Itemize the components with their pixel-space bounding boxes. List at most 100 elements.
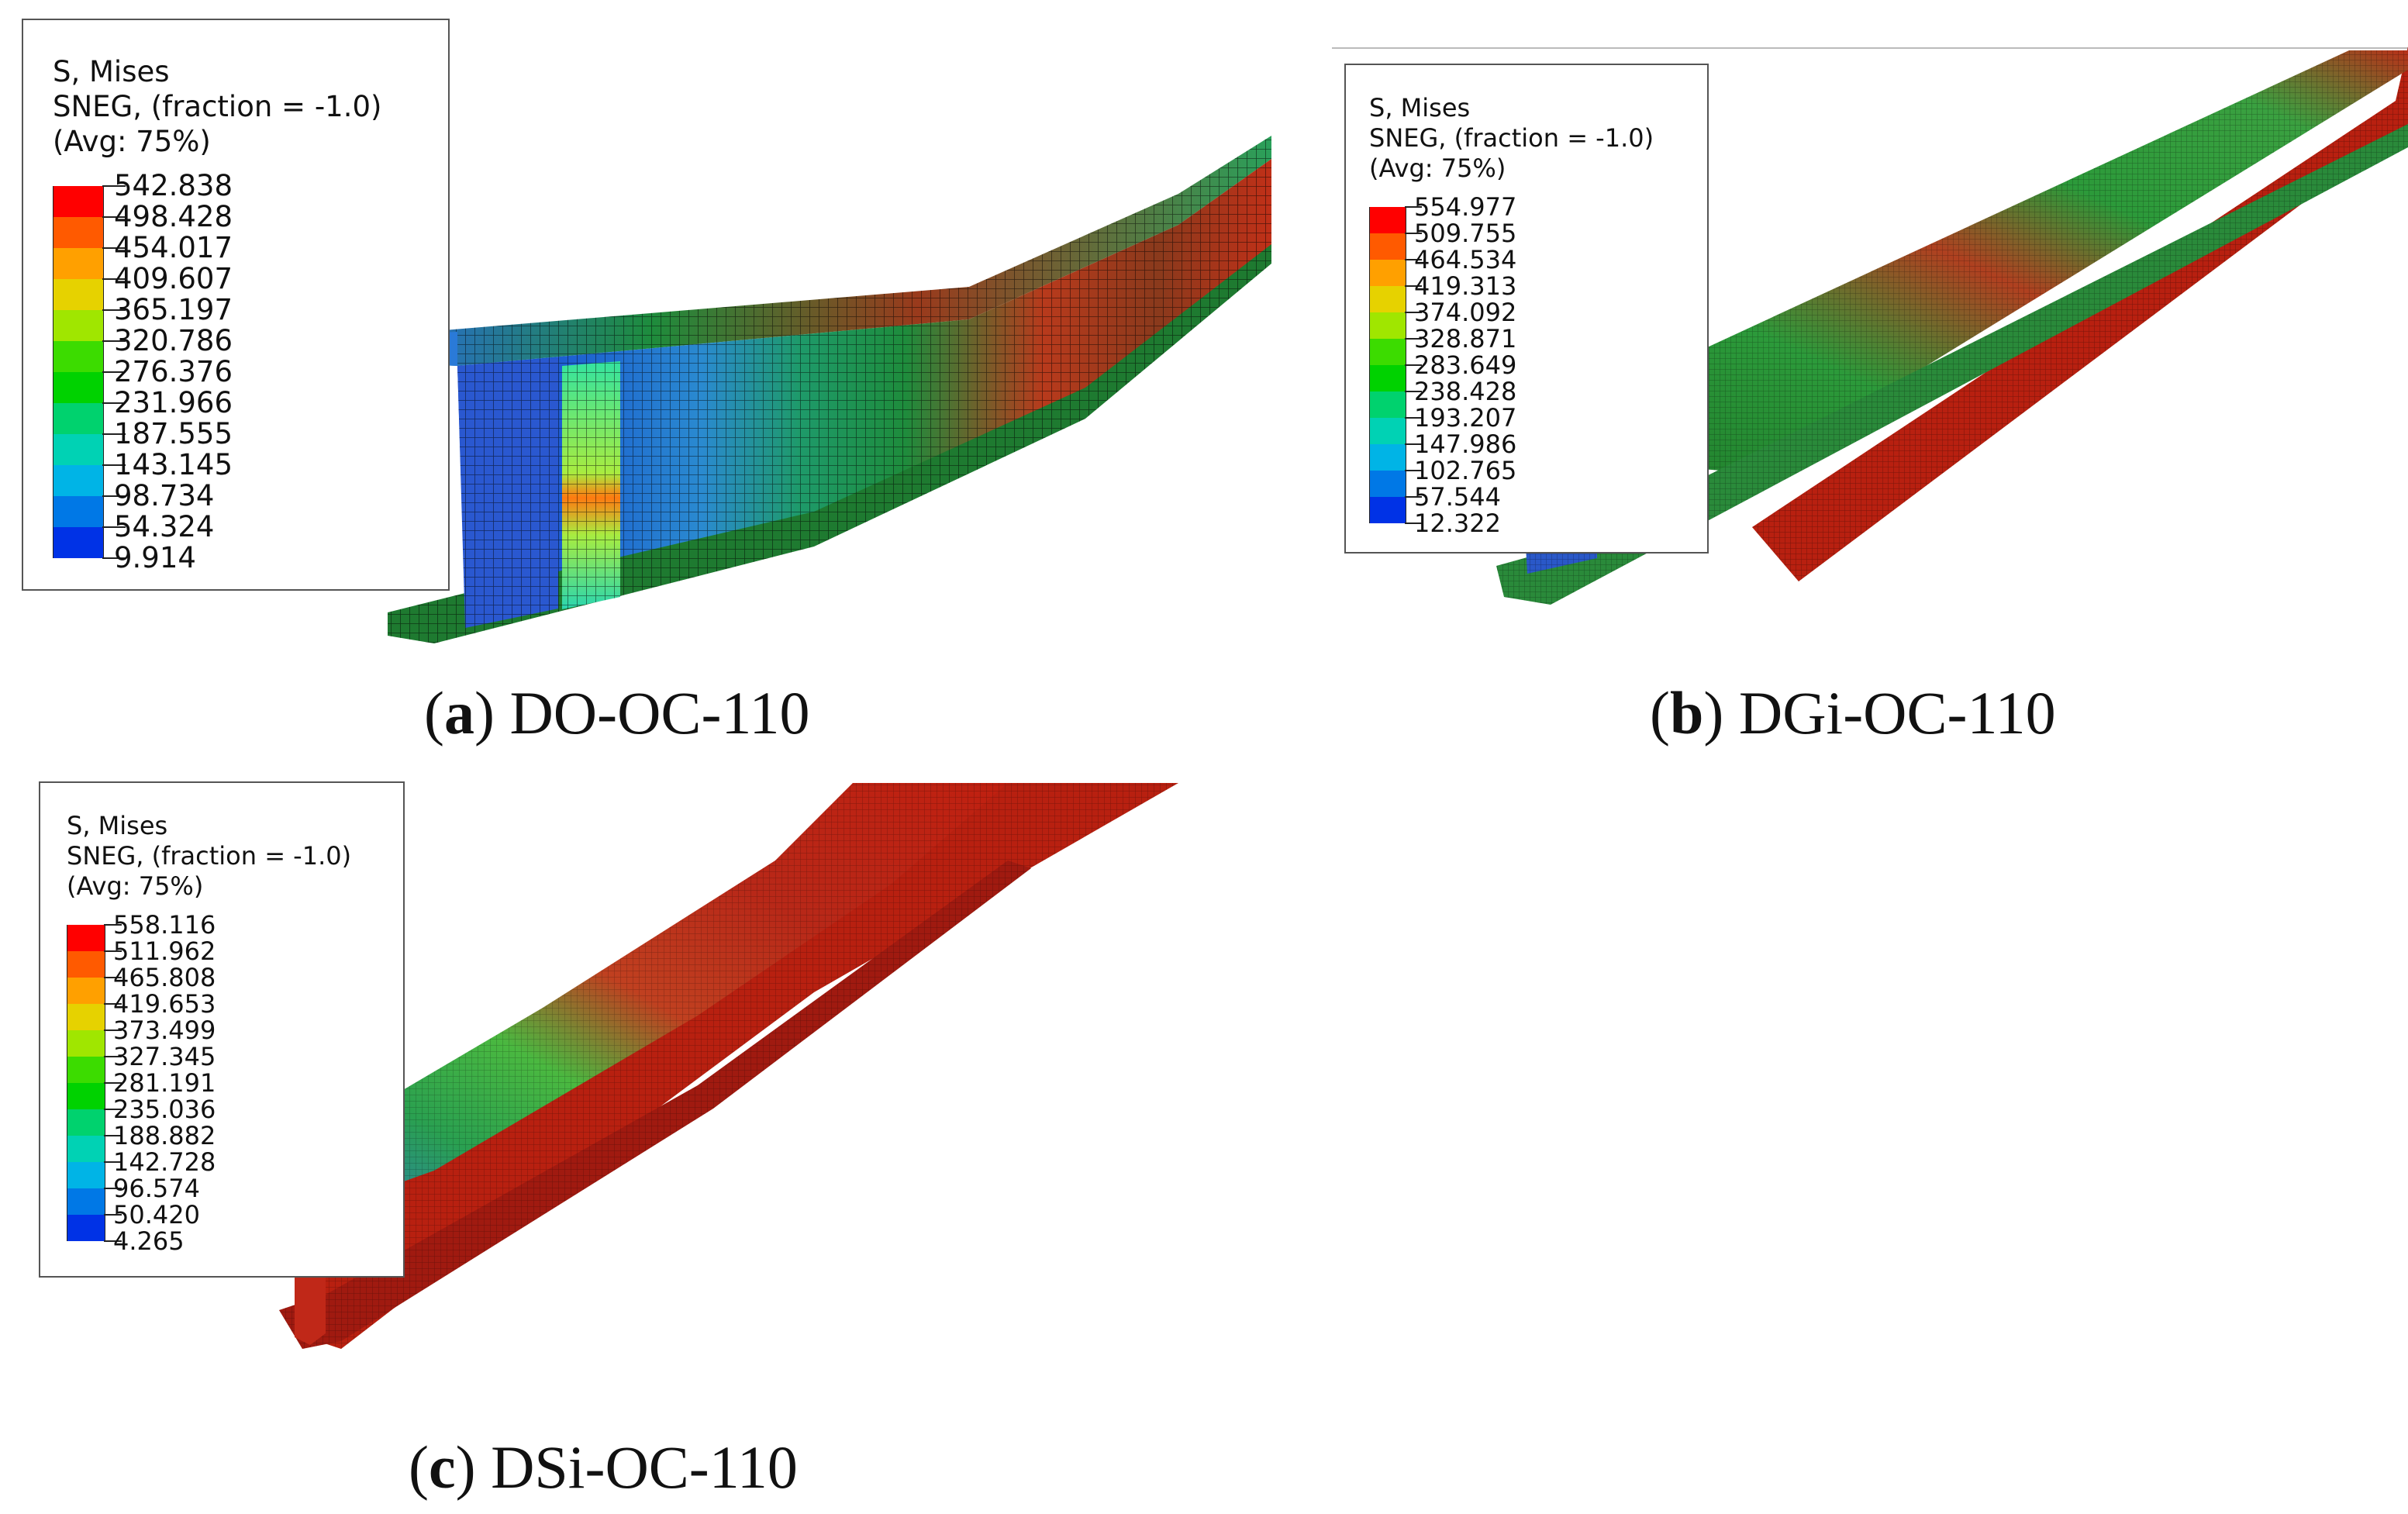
- legend-value: 50.420: [113, 1200, 200, 1230]
- legend-color-band: [67, 925, 105, 952]
- legend-color-band: [1369, 444, 1406, 471]
- legend-tick: [1405, 259, 1422, 261]
- legend-value: 365.197: [114, 293, 233, 327]
- legend-color-band: [1369, 365, 1406, 392]
- legend-color-band: [1369, 286, 1406, 313]
- panel-b: S, Mises SNEG, (fraction = -1.0) (Avg: 7…: [1318, 0, 2408, 747]
- legend-tick: [102, 216, 126, 218]
- caption-label-a: DO-OC-110: [509, 679, 810, 747]
- legend-color-band: [53, 464, 104, 496]
- legend-tick: [1405, 338, 1422, 340]
- legend-tick: [102, 371, 126, 373]
- legend-color-band: [53, 309, 104, 341]
- caption-a: (a) DO-OC-110: [424, 679, 810, 747]
- legend-tick: [104, 1082, 122, 1085]
- legend-color-band: [53, 247, 104, 279]
- legend-tick: [104, 1161, 122, 1164]
- legend-value: 96.574: [113, 1174, 200, 1204]
- legend-tick: [102, 247, 126, 249]
- legend-tick: [1405, 391, 1422, 393]
- legend-value: 193.207: [1414, 403, 1517, 433]
- legend-color-band: [67, 1083, 105, 1110]
- legend-color-band: [53, 340, 104, 372]
- legend-value: 327.345: [113, 1042, 216, 1072]
- legend-tick: [102, 526, 126, 528]
- legend-tick: [102, 557, 126, 559]
- legend-value: 281.191: [113, 1068, 216, 1098]
- legend-tick: [102, 309, 126, 311]
- legend-color-band: [67, 1030, 105, 1057]
- legend-value: 509.755: [1414, 219, 1517, 249]
- caption-label-c: DSi-OC-110: [491, 1433, 798, 1501]
- legend-value: 143.145: [114, 448, 233, 482]
- caption-c: (c) DSi-OC-110: [409, 1433, 798, 1501]
- legend-section-c: SNEG, (fraction = -1.0): [67, 841, 352, 871]
- legend-tick: [1405, 522, 1422, 525]
- legend-tick: [104, 950, 122, 953]
- legend-tick: [1405, 312, 1422, 314]
- legend-color-band: [67, 1057, 105, 1084]
- legend-value: 276.376: [114, 355, 233, 389]
- panel-b-top-border: [1332, 47, 2408, 49]
- legend-section-b: SNEG, (fraction = -1.0): [1369, 123, 1654, 153]
- legend-tick: [1405, 233, 1422, 235]
- legend-value: 554.977: [1414, 192, 1517, 222]
- legend-color-band: [53, 402, 104, 434]
- legend-tick: [1405, 470, 1422, 472]
- legend-value: 4.265: [113, 1226, 185, 1257]
- legend-section-a: SNEG, (fraction = -1.0): [53, 90, 382, 124]
- legend-value: 283.649: [1414, 350, 1517, 381]
- beam-contour-plot-c: [279, 783, 1178, 1349]
- legend-color-band: [67, 1215, 105, 1242]
- legend-color-band: [53, 185, 104, 217]
- legend-color-band: [67, 1109, 105, 1136]
- legend-tick: [104, 1214, 122, 1216]
- legend-tick: [104, 977, 122, 979]
- legend-averaging-a: (Avg: 75%): [53, 125, 211, 159]
- legend-value: 454.017: [114, 231, 233, 265]
- legend-color-band: [53, 371, 104, 403]
- legend-tick: [102, 433, 126, 435]
- legend-color-band: [53, 216, 104, 248]
- legend-value: 373.499: [113, 1016, 216, 1046]
- legend-color-band: [67, 1136, 105, 1163]
- legend-value: 419.313: [1414, 271, 1517, 302]
- legend-value: 238.428: [1414, 377, 1517, 407]
- legend-value: 188.882: [113, 1121, 216, 1151]
- legend-value: 9.914: [114, 541, 196, 575]
- legend-variable-b: S, Mises: [1369, 93, 1471, 122]
- legend-color-band: [1369, 497, 1406, 524]
- legend-color-band: [53, 526, 104, 558]
- caption-letter-b: b: [1669, 679, 1704, 747]
- legend-tick: [1405, 206, 1422, 209]
- legend-color-band: [53, 433, 104, 465]
- legend-variable-c: S, Mises: [67, 811, 168, 840]
- legend-tick: [102, 402, 126, 404]
- legend-tick: [1405, 443, 1422, 446]
- legend-value: 328.871: [1414, 324, 1517, 354]
- legend-color-band: [53, 495, 104, 527]
- legend-value: 12.322: [1414, 509, 1501, 539]
- legend-value: 558.116: [113, 910, 216, 940]
- legend-value: 54.324: [114, 510, 215, 544]
- legend-value: 465.808: [113, 963, 216, 993]
- legend-tick: [1405, 496, 1422, 498]
- legend-variable-a: S, Mises: [53, 55, 170, 88]
- legend-tick: [104, 924, 122, 926]
- legend-color-band: [1369, 471, 1406, 498]
- legend-color-band: [53, 278, 104, 310]
- legend-value: 231.966: [114, 386, 233, 420]
- legend-tick: [104, 1056, 122, 1058]
- legend-color-band: [1369, 260, 1406, 287]
- legend-value: 320.786: [114, 324, 233, 358]
- legend-tick: [102, 464, 126, 466]
- legend-value: 374.092: [1414, 298, 1517, 328]
- legend-value: 102.765: [1414, 456, 1517, 486]
- panel-c: S, Mises SNEG, (fraction = -1.0) (Avg: 7…: [0, 760, 1318, 1514]
- legend-value: 498.428: [114, 200, 233, 234]
- legend-box-a: S, Mises SNEG, (fraction = -1.0) (Avg: 7…: [22, 19, 450, 591]
- legend-value: 57.544: [1414, 482, 1501, 512]
- legend-box-b: S, Mises SNEG, (fraction = -1.0) (Avg: 7…: [1344, 64, 1709, 554]
- legend-color-band: [1369, 391, 1406, 419]
- caption-letter-a: a: [443, 679, 474, 747]
